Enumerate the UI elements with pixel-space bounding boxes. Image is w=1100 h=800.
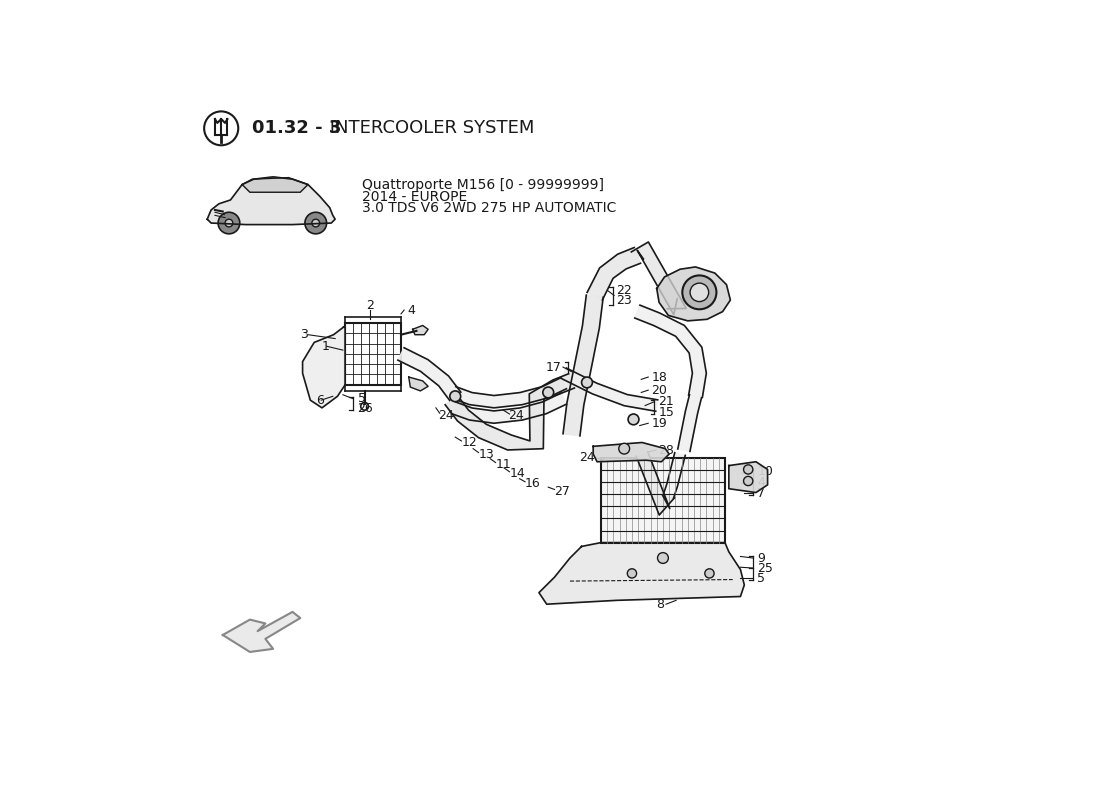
Circle shape [744,476,752,486]
Text: 15: 15 [658,406,674,419]
Text: 7: 7 [758,487,766,500]
Circle shape [627,569,637,578]
Text: 1: 1 [321,340,329,353]
Polygon shape [657,267,730,321]
Circle shape [450,391,461,402]
Text: 21: 21 [658,395,674,408]
Circle shape [582,377,593,388]
Text: 9: 9 [758,551,766,565]
Polygon shape [398,348,461,401]
Polygon shape [663,453,685,498]
Text: 5: 5 [758,571,766,585]
Text: 23: 23 [616,294,631,306]
Polygon shape [302,327,345,408]
Text: 3: 3 [300,328,308,341]
Polygon shape [635,305,706,398]
Polygon shape [563,295,603,436]
Circle shape [682,275,716,310]
Text: 8: 8 [657,598,664,610]
Circle shape [658,553,669,563]
Text: Quattroporte M156 [0 - 99999999]: Quattroporte M156 [0 - 99999999] [362,178,604,192]
Text: 17: 17 [546,361,561,374]
Text: 20: 20 [651,384,668,397]
Text: 4: 4 [758,476,766,489]
Text: 25: 25 [758,562,773,574]
Text: 19: 19 [651,417,667,430]
Polygon shape [587,247,640,300]
Text: 24: 24 [579,451,595,464]
Polygon shape [636,452,674,515]
Text: 01.32 - 3: 01.32 - 3 [252,119,342,138]
Text: 24: 24 [508,409,524,422]
Circle shape [542,387,553,398]
Circle shape [744,465,752,474]
Polygon shape [539,542,745,604]
Polygon shape [409,377,428,391]
Text: 26: 26 [358,402,373,415]
Polygon shape [678,395,702,451]
Polygon shape [452,378,566,408]
Text: 22: 22 [616,283,631,297]
Text: 4: 4 [407,303,415,317]
Text: 10: 10 [758,466,773,478]
Text: 18: 18 [651,370,668,383]
Polygon shape [207,177,336,225]
Circle shape [619,443,629,454]
Polygon shape [412,326,428,334]
Polygon shape [222,612,300,652]
Text: 3.0 TDS V6 2WD 275 HP AUTOMATIC: 3.0 TDS V6 2WD 275 HP AUTOMATIC [362,202,617,215]
Text: INTERCOOLER SYSTEM: INTERCOOLER SYSTEM [323,119,534,138]
Circle shape [218,212,240,234]
Text: 27: 27 [554,485,570,498]
Text: 2014 - EUROPE: 2014 - EUROPE [362,190,468,204]
Text: 6: 6 [316,394,323,406]
Bar [345,323,401,385]
Circle shape [226,219,233,227]
Text: 24: 24 [438,409,454,422]
Text: 14: 14 [509,467,526,480]
Polygon shape [593,442,669,462]
Circle shape [312,219,320,227]
Circle shape [690,283,708,302]
Polygon shape [242,178,308,192]
Text: 11: 11 [495,458,512,470]
Circle shape [628,414,639,425]
Circle shape [305,212,327,234]
Polygon shape [729,462,768,493]
Polygon shape [446,374,574,450]
Text: 5: 5 [358,392,365,405]
Text: 2: 2 [366,299,374,312]
Text: 28: 28 [658,444,674,457]
Text: 12: 12 [462,436,477,449]
Text: 16: 16 [525,477,541,490]
Circle shape [705,569,714,578]
Polygon shape [561,368,658,411]
Polygon shape [631,242,686,314]
Bar [601,458,725,542]
Text: 13: 13 [478,447,494,461]
Polygon shape [452,393,566,423]
